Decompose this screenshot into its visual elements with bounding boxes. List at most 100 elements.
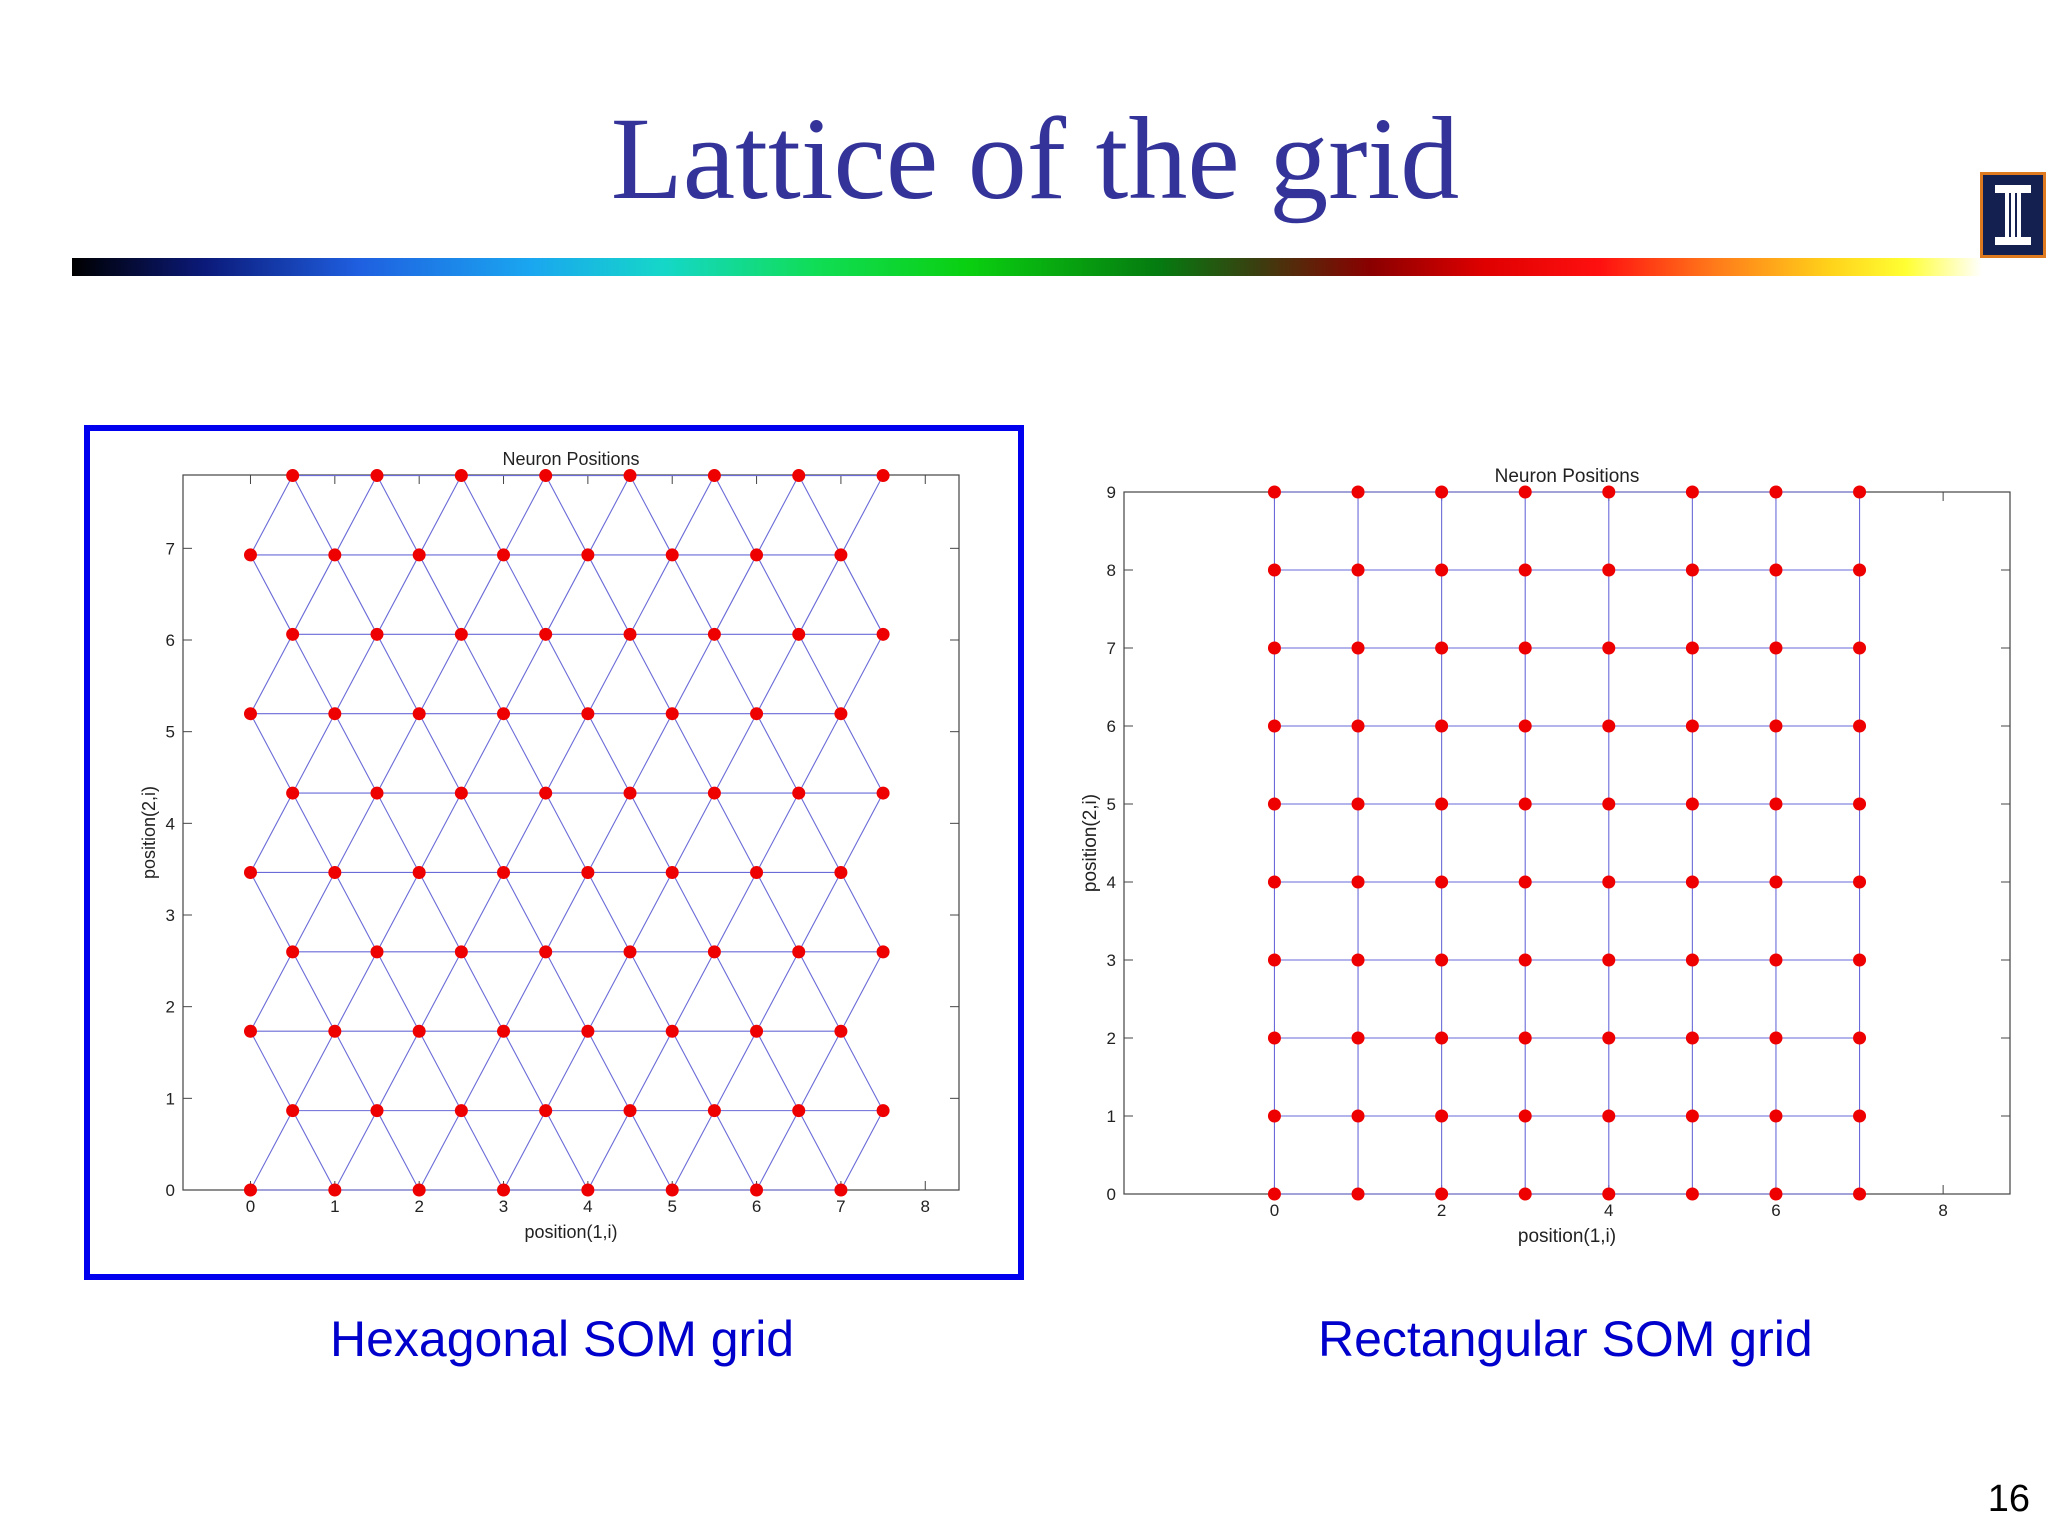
neuron-point [792, 1104, 806, 1118]
neuron-point [1518, 1187, 1532, 1201]
lattice-edge [756, 1030, 800, 1111]
lattice-edge [418, 634, 462, 714]
neuron-point [834, 1183, 848, 1197]
neuron-point [1518, 797, 1532, 811]
y-tick-label: 3 [1107, 951, 1116, 970]
lattice-edge [460, 951, 505, 1032]
neuron-point [1769, 719, 1783, 733]
neuron-point [1351, 563, 1365, 577]
lattice-edge [840, 634, 884, 714]
neuron-point [1267, 1031, 1281, 1045]
y-tick-label: 7 [1107, 639, 1116, 658]
lattice-edge [460, 872, 505, 953]
lattice-edge [334, 951, 378, 1032]
lattice-edge [713, 713, 758, 794]
lattice-edge [376, 1030, 420, 1111]
neuron-point [707, 945, 721, 959]
neuron-point [1602, 875, 1616, 889]
x-tick-label: 8 [1938, 1201, 1947, 1220]
lattice-edge [713, 1030, 758, 1111]
neuron-point [665, 707, 679, 721]
lattice-edge [713, 634, 758, 714]
neuron-point [1267, 485, 1281, 499]
neuron-point [834, 865, 848, 879]
y-tick-label: 5 [1107, 795, 1116, 814]
lattice-edge [671, 1030, 715, 1111]
lattice-edge [671, 951, 715, 1032]
chart-rectangular-lattice: 0 2 4 6 8 0 1 2 3 4 5 6 7 8 9 Neuron Positions position(… [1080, 466, 2011, 1247]
neuron-point [1602, 485, 1616, 499]
lattice-edge [503, 1030, 547, 1111]
y-tick-label: 3 [166, 906, 175, 925]
lattice-edge [249, 634, 294, 714]
lattice-edge [798, 554, 842, 635]
neuron-point [1853, 1031, 1867, 1045]
neuron-point [581, 548, 595, 562]
neuron-point [1518, 1109, 1532, 1123]
neuron-point [876, 1104, 890, 1118]
x-tick-label: 4 [583, 1197, 592, 1216]
lattice-edge [756, 475, 800, 556]
lattice-edge [798, 634, 842, 714]
neuron-point [1602, 1187, 1616, 1201]
neuron-point [1769, 1031, 1783, 1045]
neuron-point [623, 627, 637, 641]
neuron-point [1685, 719, 1699, 733]
neuron-point [243, 707, 257, 721]
neuron-point [539, 469, 553, 483]
y-tick-label: 0 [166, 1181, 175, 1200]
neuron-point [1685, 953, 1699, 967]
lattice-edge [798, 1110, 842, 1191]
x-tick-label: 3 [499, 1197, 508, 1216]
lattice-edge [376, 872, 420, 953]
neuron-point [1435, 1031, 1449, 1045]
neuron-point [328, 1024, 342, 1038]
neuron-point [1435, 719, 1449, 733]
lattice-edge [334, 1110, 378, 1191]
lattice-edge [292, 951, 336, 1032]
neuron-point [454, 945, 468, 959]
neuron-point [1853, 485, 1867, 499]
lattice-edge [587, 951, 631, 1032]
neuron-point [1769, 641, 1783, 655]
lattice-edge [756, 554, 800, 635]
lattice-edge [418, 792, 462, 873]
x-tick-label: 2 [1437, 1201, 1446, 1220]
neuron-point [1602, 719, 1616, 733]
neuron-point [412, 865, 426, 879]
caption-rectangular: Rectangular SOM grid [1318, 1311, 1813, 1367]
neuron-point [286, 1104, 300, 1118]
neuron-point [1351, 1109, 1365, 1123]
y-tick-label: 2 [1107, 1029, 1116, 1048]
slide-title: Lattice of the grid [610, 93, 1460, 224]
lattice-edge [671, 872, 715, 953]
neuron-point [1518, 641, 1532, 655]
axes-box [182, 474, 960, 1191]
lattice-edge [503, 475, 547, 556]
neuron-point [412, 548, 426, 562]
neuron-point [539, 786, 553, 800]
neuron-point [454, 786, 468, 800]
neuron-point [1685, 641, 1699, 655]
university-logo [1980, 172, 2046, 258]
neuron-point [1685, 1187, 1699, 1201]
neuron-point [1435, 1187, 1449, 1201]
neuron-point [581, 865, 595, 879]
neuron-point [1853, 563, 1867, 577]
lattice-edge [840, 872, 884, 953]
lattice-edge [334, 713, 378, 794]
lattice-edge [334, 872, 378, 953]
lattice-edge [292, 475, 336, 556]
neuron-point [370, 786, 384, 800]
lattice-edge [713, 951, 758, 1032]
neuron-point [243, 548, 257, 562]
lattice-edge [713, 872, 758, 953]
neuron-point [1435, 641, 1449, 655]
neuron-point [665, 865, 679, 879]
lattice-edge [460, 634, 505, 714]
lattice-edge [292, 872, 336, 953]
lattice-edge [249, 554, 294, 635]
neuron-point [454, 469, 468, 483]
y-axis-label: position(2,i) [1080, 794, 1101, 892]
neuron-point [1769, 563, 1783, 577]
